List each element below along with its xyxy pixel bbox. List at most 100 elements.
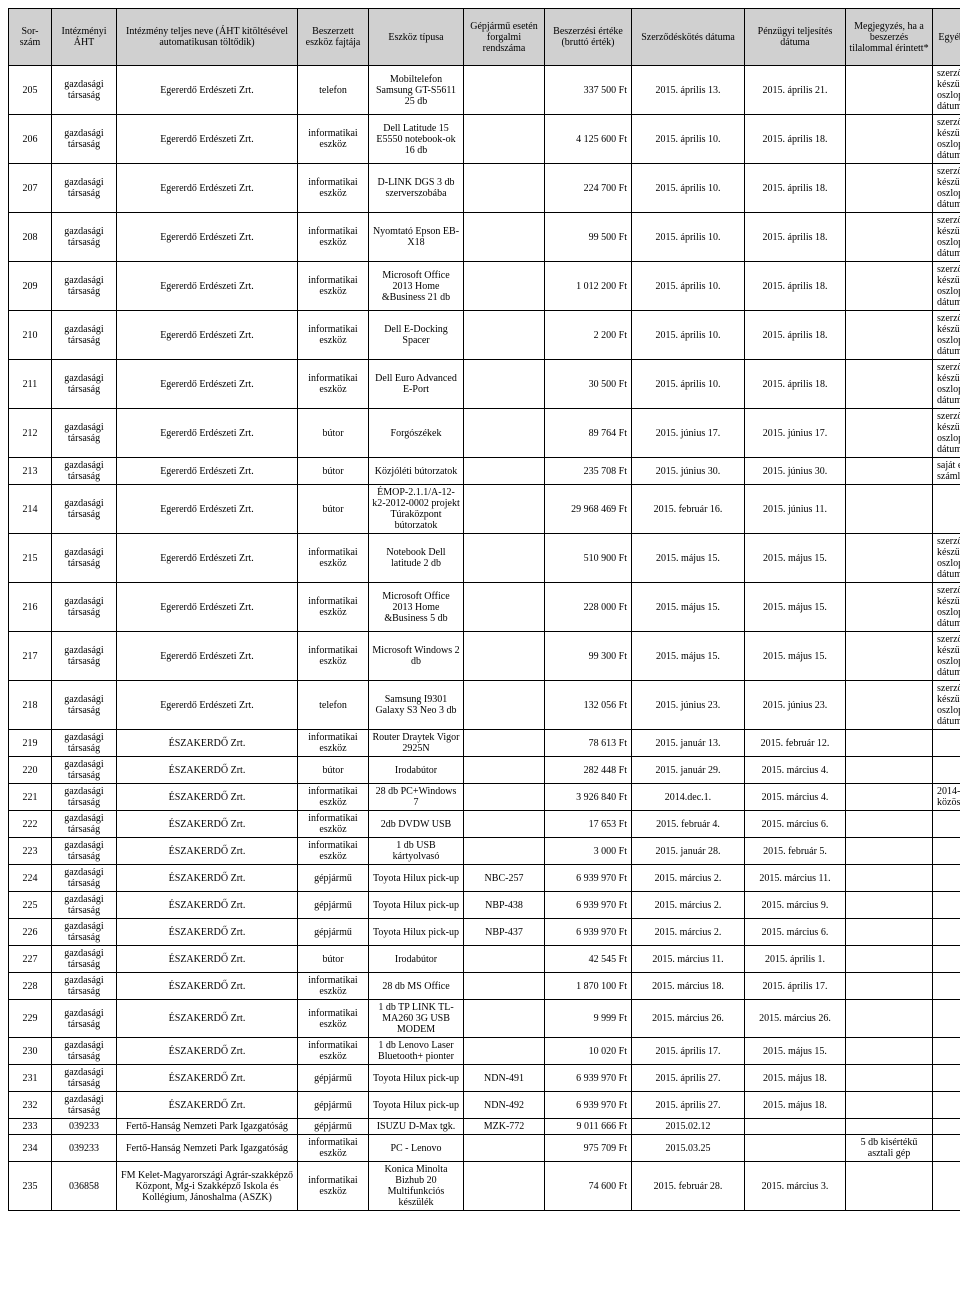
cell: 6 939 970 Ft [545, 892, 632, 919]
cell: gazdasági társaság [52, 784, 117, 811]
cell: informatikai eszköz [298, 784, 369, 811]
cell: Fertő-Hanság Nemzeti Park Igazgatóság [117, 1135, 298, 1162]
cell [846, 1092, 933, 1119]
cell [464, 458, 545, 485]
cell: 2015. június 11. [745, 485, 846, 534]
cell: Egererdő Erdészeti Zrt. [117, 458, 298, 485]
cell: 215 [9, 534, 52, 583]
cell: 2015. április 10. [632, 262, 745, 311]
cell: szerződés nem készült,H oszlopban számlá… [933, 681, 960, 730]
cell: 2015. április 18. [745, 311, 846, 360]
cell: gazdasági társaság [52, 262, 117, 311]
cell: Egererdő Erdészeti Zrt. [117, 583, 298, 632]
cell: 2014.dec.1. [632, 784, 745, 811]
cell: informatikai eszköz [298, 583, 369, 632]
cell [464, 784, 545, 811]
cell: 2015. március 3. [745, 1162, 846, 1211]
table-row: 207gazdasági társaságEgererdő Erdészeti … [9, 164, 960, 213]
cell [933, 973, 960, 1000]
cell [846, 892, 933, 919]
cell: 3 926 840 Ft [545, 784, 632, 811]
cell: 212 [9, 409, 52, 458]
cell: Samsung I9301 Galaxy S3 Neo 3 db [369, 681, 464, 730]
cell: 209 [9, 262, 52, 311]
cell: szerződés nem készült,H oszlopban számlá… [933, 262, 960, 311]
cell: informatikai eszköz [298, 164, 369, 213]
cell: informatikai eszköz [298, 730, 369, 757]
cell: szerződés nem készült,H oszlopban számlá… [933, 583, 960, 632]
cell: Toyota Hilux pick-up [369, 919, 464, 946]
cell: informatikai eszköz [298, 1135, 369, 1162]
cell: 039233 [52, 1119, 117, 1135]
cell [846, 115, 933, 164]
cell: 2015. március 11. [632, 946, 745, 973]
cell [846, 262, 933, 311]
cell: ÉSZAKERDŐ Zrt. [117, 973, 298, 1000]
cell: informatikai eszköz [298, 1000, 369, 1038]
cell: 28 db MS Office [369, 973, 464, 1000]
cell: szerződés nem készült,H oszlopban számlá… [933, 311, 960, 360]
cell [846, 946, 933, 973]
cell: ÉSZAKERDŐ Zrt. [117, 1092, 298, 1119]
table-row: 217gazdasági társaságEgererdő Erdészeti … [9, 632, 960, 681]
cell: Konica Minolta Bizhub 20 Multifunkciós k… [369, 1162, 464, 1211]
cell [464, 681, 545, 730]
column-header: Gépjármű esetén forgalmi rendszáma [464, 9, 545, 66]
cell: szerződés nem készült,H oszlopban számlá… [933, 360, 960, 409]
cell [464, 262, 545, 311]
cell: Dell E-Docking Spacer [369, 311, 464, 360]
cell [464, 946, 545, 973]
cell [933, 811, 960, 838]
cell: 2015. június 23. [632, 681, 745, 730]
cell [933, 1065, 960, 1092]
cell [464, 66, 545, 115]
cell: gazdasági társaság [52, 757, 117, 784]
cell: 2015. március 11. [745, 865, 846, 892]
cell: gépjármű [298, 1065, 369, 1092]
cell: NBP-437 [464, 919, 545, 946]
cell: NBP-438 [464, 892, 545, 919]
cell [933, 730, 960, 757]
cell: 2015. április 10. [632, 115, 745, 164]
cell: 1 012 200 Ft [545, 262, 632, 311]
cell: 224 700 Ft [545, 164, 632, 213]
cell: informatikai eszköz [298, 973, 369, 1000]
cell: 2015. február 16. [632, 485, 745, 534]
cell [464, 838, 545, 865]
cell: 2015. március 6. [745, 919, 846, 946]
column-header: Megjegyzés, ha a beszerzés tilalommal ér… [846, 9, 933, 66]
cell: 221 [9, 784, 52, 811]
cell: 1 db Lenovo Laser Bluetooth+ pionter [369, 1038, 464, 1065]
cell: 2015. április 13. [632, 66, 745, 115]
cell: szerződés nem készült,H oszlopban számlá… [933, 409, 960, 458]
cell: Forgószékek [369, 409, 464, 458]
cell: 2015. április 17. [632, 1038, 745, 1065]
cell [933, 892, 960, 919]
cell [933, 865, 960, 892]
cell: 235 708 Ft [545, 458, 632, 485]
column-header: Szerződéskötés dátuma [632, 9, 745, 66]
cell: 217 [9, 632, 52, 681]
cell: 235 [9, 1162, 52, 1211]
cell: 2015. március 9. [745, 892, 846, 919]
cell: 2015. április 10. [632, 311, 745, 360]
cell: Toyota Hilux pick-up [369, 865, 464, 892]
cell: 208 [9, 213, 52, 262]
table-row: 210gazdasági társaságEgererdő Erdészeti … [9, 311, 960, 360]
cell: bútor [298, 485, 369, 534]
cell: 218 [9, 681, 52, 730]
cell: ÉSZAKERDŐ Zrt. [117, 838, 298, 865]
cell [846, 485, 933, 534]
cell [464, 115, 545, 164]
cell: Toyota Hilux pick-up [369, 1065, 464, 1092]
table-row: 233039233Fertő-Hanság Nemzeti Park Igazg… [9, 1119, 960, 1135]
cell: 2015. június 17. [632, 409, 745, 458]
cell: gazdasági társaság [52, 973, 117, 1000]
cell: informatikai eszköz [298, 311, 369, 360]
table-row: 227gazdasági társaságÉSZAKERDŐ Zrt.bútor… [9, 946, 960, 973]
table-row: 230gazdasági társaságÉSZAKERDŐ Zrt.infor… [9, 1038, 960, 1065]
cell: 99 500 Ft [545, 213, 632, 262]
cell: 2015. február 12. [745, 730, 846, 757]
cell [464, 583, 545, 632]
table-row: 215gazdasági társaságEgererdő Erdészeti … [9, 534, 960, 583]
